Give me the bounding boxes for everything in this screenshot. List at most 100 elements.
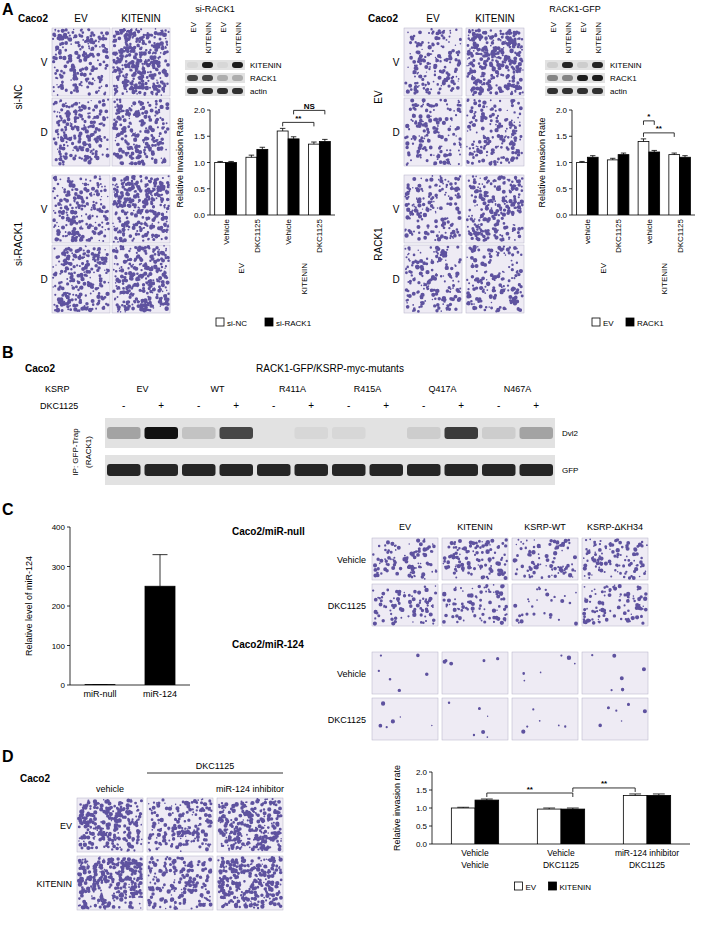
band (187, 62, 198, 68)
y-tick (569, 188, 572, 189)
row-label: D (40, 274, 47, 285)
lane-label: KITENIN (594, 22, 603, 54)
column-header: KITENIN (457, 522, 493, 532)
stained-cells (112, 28, 170, 96)
error-bar (641, 139, 646, 142)
y-tick (429, 790, 432, 791)
micrograph (372, 538, 438, 580)
legend-swatch (216, 318, 224, 326)
error-bar (481, 799, 493, 800)
y-tick-label: 1.5 (194, 132, 206, 141)
micrograph (442, 584, 508, 626)
band (370, 427, 404, 439)
stained-cells (466, 175, 524, 241)
band (257, 427, 291, 439)
legend-label: KITENIN (560, 883, 592, 892)
micrograph (442, 652, 508, 694)
x-tick-label-2: DKC1125 (629, 860, 665, 870)
stained-cells (77, 799, 143, 852)
row-label: V (393, 204, 400, 215)
row-group-label: si-NC (13, 85, 24, 110)
column-header: EV (74, 13, 88, 24)
x-tick-label: miR-null (83, 689, 116, 699)
y-axis-label: Relative invasion rate (392, 765, 402, 851)
blot-title: RACK1-GFP/KSRP-myc-mutants (256, 363, 404, 374)
blot-row-label: actin (610, 87, 627, 96)
blot-row-label: GFP (562, 466, 578, 475)
row-group-label: si-RACK1 (13, 222, 24, 266)
band (482, 464, 516, 476)
legend-label: EV (526, 883, 537, 892)
micrograph (442, 698, 508, 740)
construct-label: EV (136, 384, 148, 394)
y-tick-label: 0.5 (416, 822, 428, 831)
band (107, 464, 141, 476)
stained-cells (591, 654, 646, 692)
blot-strip (105, 418, 555, 448)
bar (647, 795, 671, 844)
group-label: EV (599, 262, 608, 273)
band (445, 464, 479, 476)
stained-cells (583, 538, 648, 580)
band (295, 464, 329, 476)
band (202, 75, 213, 81)
significance-bracket (643, 133, 674, 137)
micrograph (52, 28, 110, 96)
stained-cells (466, 99, 523, 166)
y-tick (67, 566, 70, 567)
blot-row-label: actin (250, 87, 267, 96)
micrograph (512, 538, 578, 580)
stained-cells (513, 539, 577, 579)
stained-cells (77, 856, 143, 910)
band (145, 427, 179, 439)
micrograph (372, 698, 438, 740)
stained-cells (448, 701, 489, 737)
blot-strip (185, 73, 245, 83)
row-label: D (392, 274, 399, 285)
column-header: KITENIN (121, 13, 160, 24)
bar (649, 152, 660, 215)
micrograph (404, 175, 462, 243)
bar (537, 809, 561, 844)
error-bar (672, 153, 677, 155)
legend-swatch (515, 882, 523, 890)
y-tick (67, 606, 70, 607)
stained-cells (598, 703, 647, 727)
y-tick (569, 110, 572, 111)
blot-row-label: KITENIN (250, 61, 282, 70)
figure: ACaco2EVKITENINsi-NCVDsi-RACK1VDsi-RACK1… (0, 0, 709, 930)
band (332, 464, 366, 476)
y-tick (429, 826, 432, 827)
x-tick-label-2: DKC1125 (543, 860, 579, 870)
band (592, 88, 603, 94)
band (187, 88, 198, 94)
error-bar (567, 808, 579, 809)
column-group-rule (147, 773, 283, 774)
plot-area (215, 128, 331, 215)
stained-cells (148, 798, 213, 852)
micrograph (147, 856, 213, 910)
row-label: D (392, 127, 399, 138)
legend-label: si-NC (227, 319, 247, 328)
error-bar (629, 794, 641, 795)
micrograph (112, 28, 170, 96)
lane-label: EV (189, 21, 198, 32)
y-tick (569, 136, 572, 137)
row-group-label: Caco2/miR-null (232, 526, 305, 537)
row-label: Vehicle (337, 669, 366, 679)
bar (145, 586, 175, 685)
error-bar (543, 808, 555, 809)
row-label: KSRP (45, 384, 70, 394)
significance-bracket (573, 788, 635, 792)
construct-label: WT (211, 384, 225, 394)
y-tick (207, 215, 210, 216)
y-tick-label: 0.5 (556, 185, 568, 194)
x-tick-label: Vehicle (284, 218, 293, 244)
error-bar (93, 684, 108, 685)
error-bar (457, 807, 469, 809)
band (482, 427, 516, 439)
y-tick-label: 0.0 (194, 211, 206, 220)
stained-cells (112, 175, 170, 243)
bar (680, 157, 691, 215)
y-tick (569, 162, 572, 163)
